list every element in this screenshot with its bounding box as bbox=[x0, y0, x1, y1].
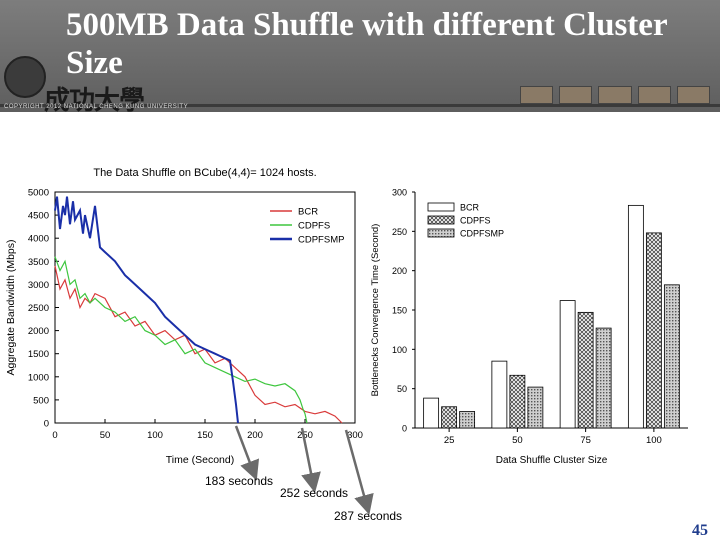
series-line-cdpfsmp bbox=[54, 196, 239, 424]
bar-x-tick-label: 100 bbox=[646, 435, 662, 446]
bar-y-tick-label: 250 bbox=[392, 227, 407, 237]
bar-legend-label-cdpfsmp: CDPFSMP bbox=[460, 229, 504, 239]
banner-divider bbox=[0, 104, 720, 107]
line-y-axis-label: Aggregate Bandwidth (Mbps) bbox=[5, 240, 17, 376]
bar-x-tick-label: 25 bbox=[444, 435, 455, 446]
bar-bcr-75 bbox=[559, 300, 576, 429]
series-line-cdpfs bbox=[54, 256, 308, 424]
campus-photo-strip bbox=[520, 86, 711, 104]
bar-y-tick-label: 0 bbox=[402, 424, 407, 434]
bar-cdpfsmp-75 bbox=[595, 327, 612, 429]
bar-x-axis-label: Data Shuffle Cluster Size bbox=[496, 455, 608, 466]
x-tick-label: 150 bbox=[197, 430, 213, 441]
arrow-252 bbox=[300, 427, 321, 493]
bar-legend-label-bcr: BCR bbox=[460, 203, 480, 213]
y-tick-label: 5000 bbox=[28, 188, 49, 199]
y-tick-label: 1500 bbox=[28, 349, 49, 360]
y-tick-label: 2000 bbox=[28, 326, 49, 337]
bar-legend-swatch-bcr bbox=[427, 202, 455, 212]
bar-y-tick-label: 300 bbox=[392, 188, 407, 198]
bar-cdpfsmp-100 bbox=[663, 284, 680, 429]
legend-label-bcr: BCR bbox=[298, 207, 318, 218]
campus-photo bbox=[676, 86, 711, 104]
slide-title: 500MB Data Shuffle with different Cluste… bbox=[66, 7, 667, 81]
university-seal-icon bbox=[4, 56, 46, 98]
figure-area: The Data Shuffle on BCube(4,4)= 1024 hos… bbox=[5, 167, 688, 515]
page-number: 45 bbox=[692, 522, 708, 539]
university-name: 成功大學 bbox=[44, 86, 145, 116]
arrow-183 bbox=[234, 425, 260, 481]
bar-x-tick-label: 50 bbox=[512, 435, 523, 446]
callout-287: 287 seconds bbox=[334, 509, 403, 523]
bar-cdpfsmp-50 bbox=[527, 386, 544, 429]
x-tick-label: 50 bbox=[100, 430, 111, 441]
bar-y-tick-label: 100 bbox=[392, 345, 407, 355]
bar-cdpfs-75 bbox=[577, 311, 594, 429]
bar-y-tick-label: 150 bbox=[392, 306, 407, 316]
bar-cdpfsmp-25 bbox=[459, 411, 476, 429]
bar-legend-swatch-cdpfs bbox=[427, 215, 455, 225]
series-line-bcr bbox=[54, 265, 343, 424]
campus-photo bbox=[520, 86, 554, 104]
bar-y-tick-label: 50 bbox=[397, 384, 407, 394]
bar-y-axis-label: Bottlenecks Convergence Time (Second) bbox=[370, 224, 381, 397]
y-tick-label: 500 bbox=[33, 395, 49, 406]
x-tick-label: 200 bbox=[247, 430, 263, 441]
bar-cdpfs-50 bbox=[509, 374, 526, 429]
bar-cdpfs-25 bbox=[441, 406, 458, 429]
copyright-text: COPYRIGHT 2012 NATIONAL CHENG KUNG UNIVE… bbox=[4, 104, 189, 110]
header-banner: 成功大學 COPYRIGHT 2012 NATIONAL CHENG KUNG … bbox=[0, 0, 720, 116]
callout-252: 252 seconds bbox=[280, 486, 349, 500]
line-chart-title: The Data Shuffle on BCube(4,4)= 1024 hos… bbox=[93, 167, 316, 179]
y-tick-label: 3000 bbox=[28, 280, 49, 291]
bar-bcr-25 bbox=[423, 397, 440, 429]
legend-label-cdpfsmp: CDPFSMP bbox=[298, 235, 344, 246]
y-tick-label: 2500 bbox=[28, 303, 49, 314]
y-tick-label: 0 bbox=[44, 419, 49, 430]
line-chart: The Data Shuffle on BCube(4,4)= 1024 hos… bbox=[5, 167, 363, 466]
bar-chart: 0 50 100 150 200 250 300 25 50 75 100 Data Shuffle … bbox=[370, 188, 688, 466]
legend-label-cdpfs: CDPFS bbox=[298, 221, 330, 232]
bar-x-tick-label: 75 bbox=[580, 435, 591, 446]
y-tick-label: 4500 bbox=[28, 211, 49, 222]
campus-photo bbox=[637, 86, 671, 104]
y-tick-label: 4000 bbox=[28, 234, 49, 245]
callout-arrows bbox=[234, 425, 374, 515]
x-tick-label: 250 bbox=[297, 430, 313, 441]
y-tick-label: 3500 bbox=[28, 257, 49, 268]
bar-y-tick-label: 200 bbox=[392, 266, 407, 276]
bar-cdpfs-100 bbox=[645, 232, 662, 429]
campus-photo bbox=[559, 86, 593, 104]
x-tick-label: 0 bbox=[52, 430, 57, 441]
callout-183: 183 seconds bbox=[205, 474, 274, 488]
x-tick-label: 300 bbox=[347, 430, 363, 441]
campus-photo bbox=[598, 86, 632, 104]
y-tick-label: 1000 bbox=[28, 372, 49, 383]
arrow-287 bbox=[344, 429, 374, 515]
x-tick-label: 100 bbox=[147, 430, 163, 441]
bar-bcr-50 bbox=[491, 360, 508, 429]
bar-legend-swatch-cdpfsmp bbox=[427, 228, 455, 238]
bar-legend-label-cdpfs: CDPFS bbox=[460, 216, 491, 226]
bar-bcr-100 bbox=[627, 204, 644, 429]
line-x-axis-label: Time (Second) bbox=[166, 454, 234, 466]
